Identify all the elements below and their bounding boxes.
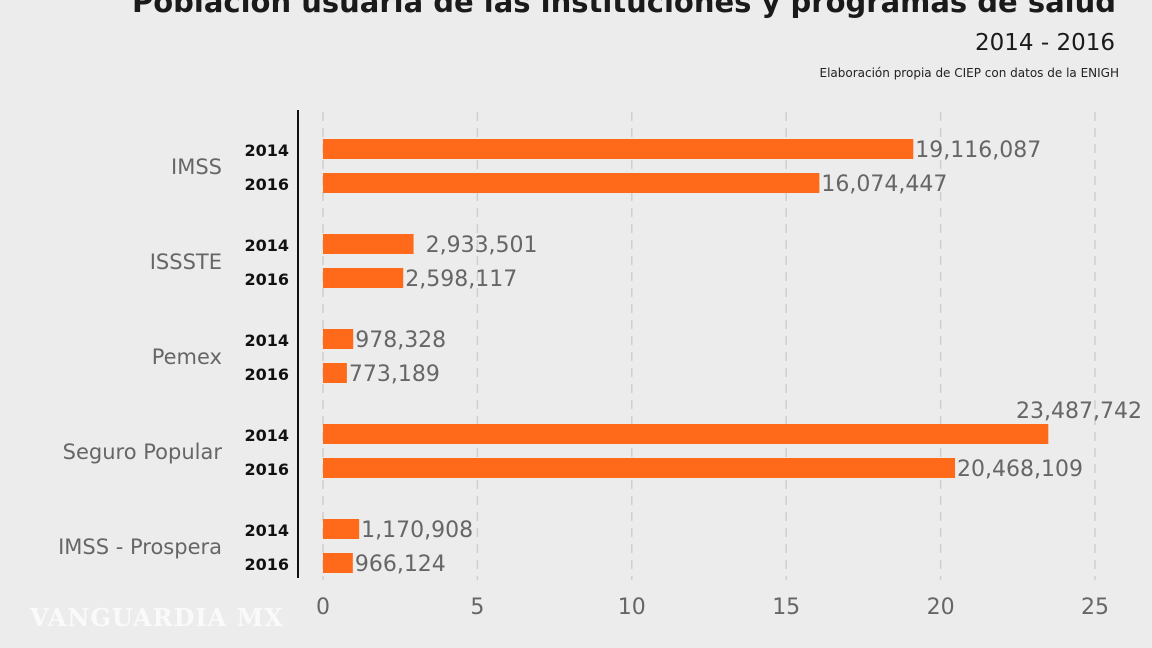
data-label: 20,468,109 (957, 457, 1083, 482)
year-label: 2014 (244, 236, 289, 255)
bar (323, 519, 360, 539)
data-label: 2,933,501 (426, 233, 538, 258)
bar (323, 139, 914, 159)
data-label: 2,598,117 (405, 267, 517, 292)
bar (323, 363, 347, 383)
bar (323, 458, 956, 478)
x-tick-label: 15 (772, 595, 800, 620)
category-label: Seguro Popular (63, 440, 223, 464)
data-label: 23,487,742 (1016, 399, 1142, 424)
year-label: 2016 (244, 460, 289, 479)
year-label: 2014 (244, 141, 289, 160)
year-label: 2016 (244, 175, 289, 194)
year-label: 2014 (244, 521, 289, 540)
category-label: ISSSTE (150, 250, 222, 274)
bar (323, 173, 820, 193)
bar (323, 424, 1049, 444)
data-label: 16,074,447 (821, 172, 947, 197)
x-tick-label: 0 (316, 595, 330, 620)
category-label: Pemex (152, 345, 222, 369)
data-label: 19,116,087 (915, 138, 1041, 163)
bar (323, 234, 414, 254)
bar (323, 553, 353, 573)
x-tick-label: 5 (470, 595, 484, 620)
chart-title: Población usuaria de las instituciones y… (131, 0, 1116, 19)
category-label: IMSS (171, 155, 222, 179)
x-tick-label: 20 (927, 595, 955, 620)
year-label: 2014 (244, 331, 289, 350)
year-label: 2016 (244, 365, 289, 384)
data-label: 978,328 (355, 328, 446, 353)
bar (323, 268, 404, 288)
chart-subtitle: 2014 - 2016 (975, 30, 1115, 56)
data-label: 773,189 (349, 362, 440, 387)
bar (323, 329, 354, 349)
data-label: 966,124 (355, 552, 446, 577)
year-label: 2016 (244, 270, 289, 289)
chart-source: Elaboración propia de CIEP con datos de … (819, 66, 1119, 80)
x-tick-label: 10 (618, 595, 646, 620)
data-label: 1,170,908 (361, 518, 473, 543)
category-label: IMSS - Prospera (58, 535, 222, 559)
x-tick-label: 25 (1081, 595, 1109, 620)
watermark-logo: VANGUARDIA MX (30, 603, 284, 632)
year-label: 2016 (244, 555, 289, 574)
year-label: 2014 (244, 426, 289, 445)
